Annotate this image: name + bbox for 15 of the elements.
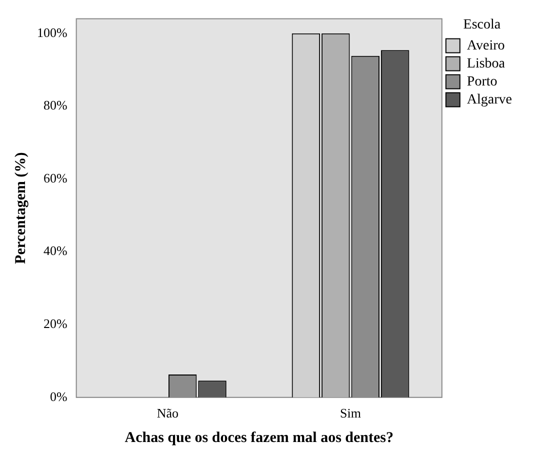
legend-label: Aveiro [466,38,505,54]
y-tick-label: 60% [43,170,68,186]
legend-label: Algarve [466,92,512,108]
legend-label: Lisboa [466,56,506,72]
legend-label: Porto [466,74,498,90]
x-axis-title: Achas que os doces fazem mal aos dentes? [124,430,394,446]
y-tick-label: 100% [36,24,68,40]
y-tick-label: 0% [50,388,68,404]
y-axis-title: Percentagem (%) [12,152,29,264]
y-tick-label: 80% [43,98,68,113]
y-tick-label: 20% [43,316,68,332]
legend-title: Escola [463,18,502,33]
x-tick-label: Não [156,406,179,421]
y-tick-label: 40% [43,243,68,258]
x-tick-label: Sim [340,406,361,421]
